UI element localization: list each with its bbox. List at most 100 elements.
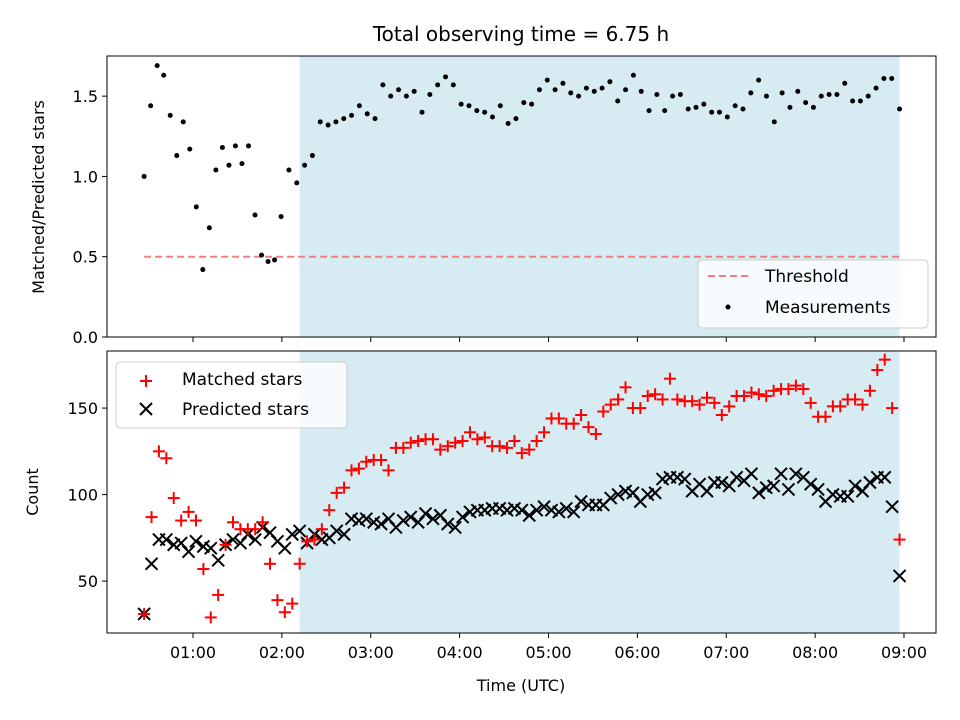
measurement-point-50	[505, 120, 511, 126]
matched-star-point-63	[604, 398, 617, 411]
top-y-tick-label-0: 0.0	[73, 328, 98, 347]
predicted-star-point-20	[285, 527, 299, 542]
matched-star-point-27	[338, 481, 351, 494]
matched-star-point-69	[649, 388, 662, 401]
measurement-point-45	[466, 103, 472, 109]
bottom-x-tick-label-3: 04:00	[437, 643, 483, 662]
measurement-point-90	[818, 93, 824, 99]
predicted-star-point-52	[522, 508, 536, 523]
predicted-star-point-86	[774, 467, 788, 481]
predicted-star-point-98	[863, 475, 877, 490]
bottom-x-tick-label-7: 08:00	[792, 643, 838, 662]
matched-star-point-67	[634, 402, 647, 415]
matched-star-point-17	[264, 557, 277, 570]
measurement-point-82	[756, 77, 762, 83]
measurement-point-4	[167, 112, 173, 118]
measurement-point-99	[889, 75, 895, 81]
measurements-series	[141, 63, 903, 273]
measurement-point-81	[748, 90, 754, 96]
measurement-point-24	[302, 162, 308, 168]
predicted-star-point-90	[803, 477, 818, 491]
measurement-point-78	[724, 114, 730, 120]
measurement-point-71	[670, 93, 676, 99]
predicted-star-point-73	[678, 472, 692, 486]
matched-legend-swatch	[140, 375, 152, 387]
matched-star-point-90	[804, 396, 817, 409]
matched-star-point-83	[752, 388, 765, 401]
predicted-star-point-10	[211, 553, 225, 568]
predicted-star-point-96	[848, 479, 862, 493]
measurement-point-93	[842, 80, 848, 86]
measurement-point-63	[607, 79, 613, 85]
measurement-point-83	[763, 93, 769, 99]
measurement-point-69	[654, 92, 660, 98]
predicted-star-point-78	[715, 475, 729, 490]
measurement-point-8	[193, 204, 199, 210]
top-axes-frame	[106, 55, 937, 338]
matched-star-point-45	[471, 433, 484, 446]
matched-star-point-59	[575, 409, 588, 422]
measurement-point-42	[443, 74, 449, 80]
measurement-point-97	[873, 85, 879, 91]
measurement-point-37	[403, 93, 409, 99]
measurement-point-53	[529, 101, 535, 107]
predicted-legend-label: Predicted stars	[182, 400, 309, 420]
predicted-star-point-85	[766, 479, 781, 493]
predicted-star-point-100	[878, 470, 892, 485]
matched-star-point-61	[589, 428, 602, 441]
predicted-legend-swatch	[139, 402, 153, 416]
measurement-point-43	[450, 82, 456, 88]
top-y-tick-label-3: 1.5	[73, 87, 98, 106]
predicted-star-point-69	[648, 486, 662, 500]
measurement-point-70	[662, 108, 668, 114]
bottom-shaded-region	[299, 351, 900, 633]
bottom-x-tick-label-1: 02:00	[259, 643, 305, 662]
top-y-tick-label-2: 1.0	[73, 167, 98, 186]
matched-star-point-35	[397, 441, 410, 454]
predicted-star-point-91	[811, 482, 825, 497]
matched-star-point-102	[893, 533, 906, 546]
matched-star-point-48	[493, 440, 506, 453]
matched-star-point-30	[360, 455, 373, 468]
predicted-star-point-59	[574, 494, 588, 509]
matched-star-point-60	[582, 421, 595, 434]
matched-star-point-7	[189, 514, 202, 527]
measurement-point-54	[536, 87, 542, 93]
measurement-point-52	[521, 100, 527, 106]
top-y-tick-label-1: 0.5	[73, 248, 98, 267]
measurement-point-31	[356, 103, 362, 109]
matched-star-point-54	[538, 426, 551, 439]
measurement-point-12	[219, 145, 225, 151]
measurement-point-100	[897, 106, 903, 112]
predicted-star-point-36	[404, 510, 418, 524]
measurement-point-49	[497, 103, 503, 109]
top-legend-box	[697, 259, 929, 329]
measurement-point-28	[333, 119, 339, 125]
measurement-point-34	[380, 82, 386, 88]
predicted-star-point-88	[789, 467, 803, 481]
measurement-point-35	[388, 93, 394, 99]
measurement-point-40	[427, 92, 433, 98]
matched-star-point-12	[226, 516, 239, 529]
measurement-point-87	[795, 88, 801, 94]
chart-title: Total observing time = 6.75 h	[372, 22, 669, 46]
bottom-y-tick-label-2: 150	[67, 399, 98, 418]
matched-star-point-21	[293, 557, 306, 570]
measurement-point-61	[591, 88, 597, 94]
matched-star-point-87	[782, 383, 795, 396]
measurement-point-26	[317, 119, 323, 125]
matched-star-point-40	[434, 443, 447, 456]
predicted-star-point-30	[359, 512, 374, 526]
predicted-star-point-54	[537, 499, 551, 514]
measurement-point-19	[265, 259, 271, 265]
matched-star-point-8	[197, 562, 210, 575]
matched-star-point-52	[523, 443, 536, 456]
measurement-point-21	[278, 214, 284, 220]
measurement-point-2	[154, 63, 160, 69]
measurement-point-1	[148, 103, 154, 109]
predicted-star-point-9	[204, 541, 218, 555]
matched-star-point-85	[767, 384, 780, 397]
bottom-axes-frame	[106, 350, 937, 634]
measurement-point-68	[646, 108, 652, 114]
